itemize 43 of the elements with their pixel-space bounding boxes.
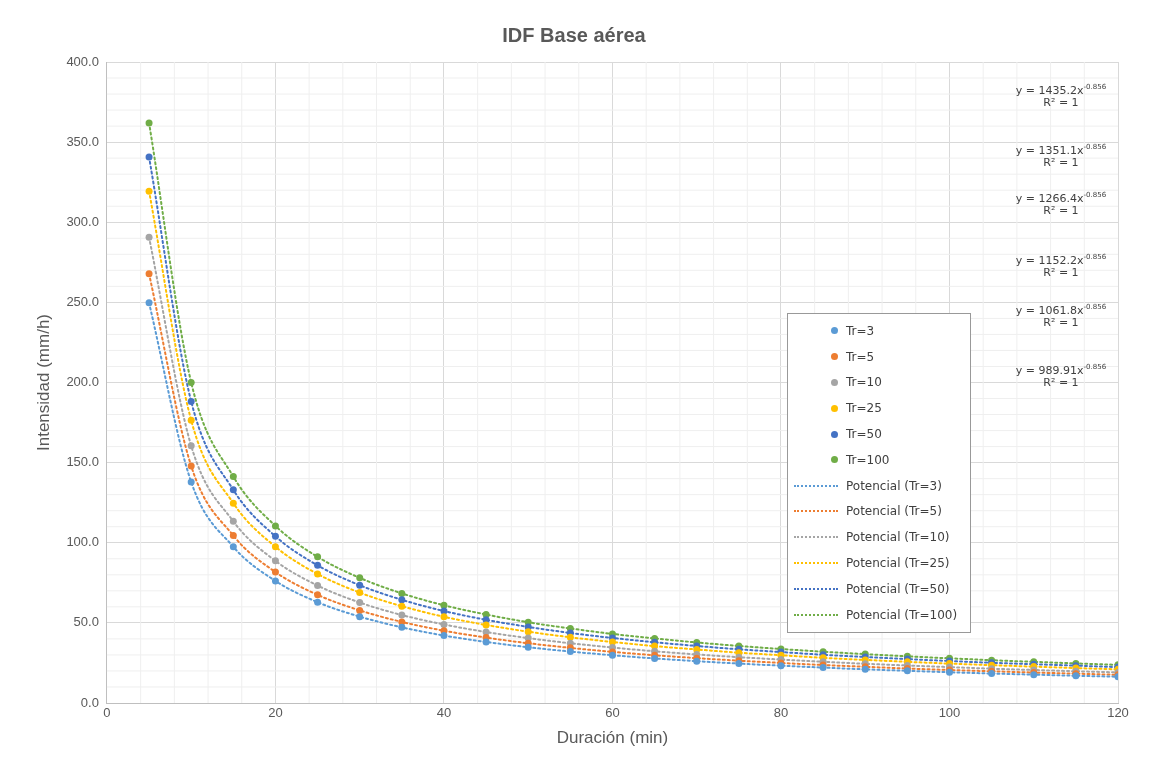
annotation: y = 1435.2x$^{-0.856}$ — [1014, 82, 1108, 98]
x-tick-label: 60 — [605, 705, 620, 721]
annotation: R² = 1 — [1042, 96, 1080, 110]
chart-title: IDF Base aérea — [502, 23, 647, 46]
annotation: R² = 1 — [1042, 316, 1080, 330]
legend-label: Potencial (Tr=25) — [846, 556, 950, 571]
annotation: R² = 1 — [1042, 204, 1080, 218]
y-tick-label: 200.0 — [66, 374, 99, 390]
legend-label: Tr=50 — [846, 427, 882, 442]
x-tick-label: 120 — [1107, 705, 1129, 721]
annotation: y = 1351.1x$^{-0.856}$ — [1014, 142, 1108, 158]
x-tick-label: 40 — [436, 705, 452, 721]
y-tick-label: 250.0 — [66, 293, 99, 309]
legend-label: Tr=3 — [846, 323, 875, 338]
y-tick-label: 400.0 — [66, 53, 99, 69]
annotation: R² = 1 — [1042, 156, 1080, 170]
y-tick-label: 350.0 — [66, 133, 99, 149]
legend-label: Tr=5 — [846, 349, 875, 364]
legend-label: Tr=25 — [846, 401, 882, 416]
annotation: y = 1061.8x$^{-0.856}$ — [1014, 302, 1108, 318]
x-tick-label: 0 — [103, 705, 111, 721]
legend-label: Potencial (Tr=50) — [846, 581, 950, 596]
annotation: y = 1152.2x$^{-0.856}$ — [1014, 252, 1108, 268]
y-tick-label: 100.0 — [66, 534, 99, 550]
x-tick-label: 20 — [268, 705, 283, 721]
annotation: R² = 1 — [1042, 266, 1080, 280]
x-axis-title: Duración (min) — [556, 728, 669, 748]
legend-label: Potencial (Tr=10) — [846, 530, 950, 545]
legend-label: Potencial (Tr=3) — [846, 478, 942, 493]
y-tick-label: 300.0 — [66, 213, 99, 229]
annotation: y = 1266.4x$^{-0.856}$ — [1014, 190, 1108, 206]
x-tick-label: 100 — [938, 705, 961, 721]
legend-label: Tr=10 — [846, 375, 882, 390]
annotation: R² = 1 — [1042, 376, 1080, 390]
y-axis-title: Intensidad (mm/h) — [33, 314, 53, 451]
y-tick-label: 50.0 — [73, 614, 99, 630]
y-tick-label: 150.0 — [66, 454, 99, 470]
legend-label: Potencial (Tr=100) — [846, 607, 958, 622]
legend-label: Tr=100 — [846, 452, 890, 467]
legend-label: Potencial (Tr=5) — [846, 504, 942, 519]
annotation: y = 989.91x$^{-0.856}$ — [1014, 362, 1108, 378]
y-tick-label: 0.0 — [80, 694, 99, 710]
x-tick-label: 80 — [773, 705, 789, 721]
